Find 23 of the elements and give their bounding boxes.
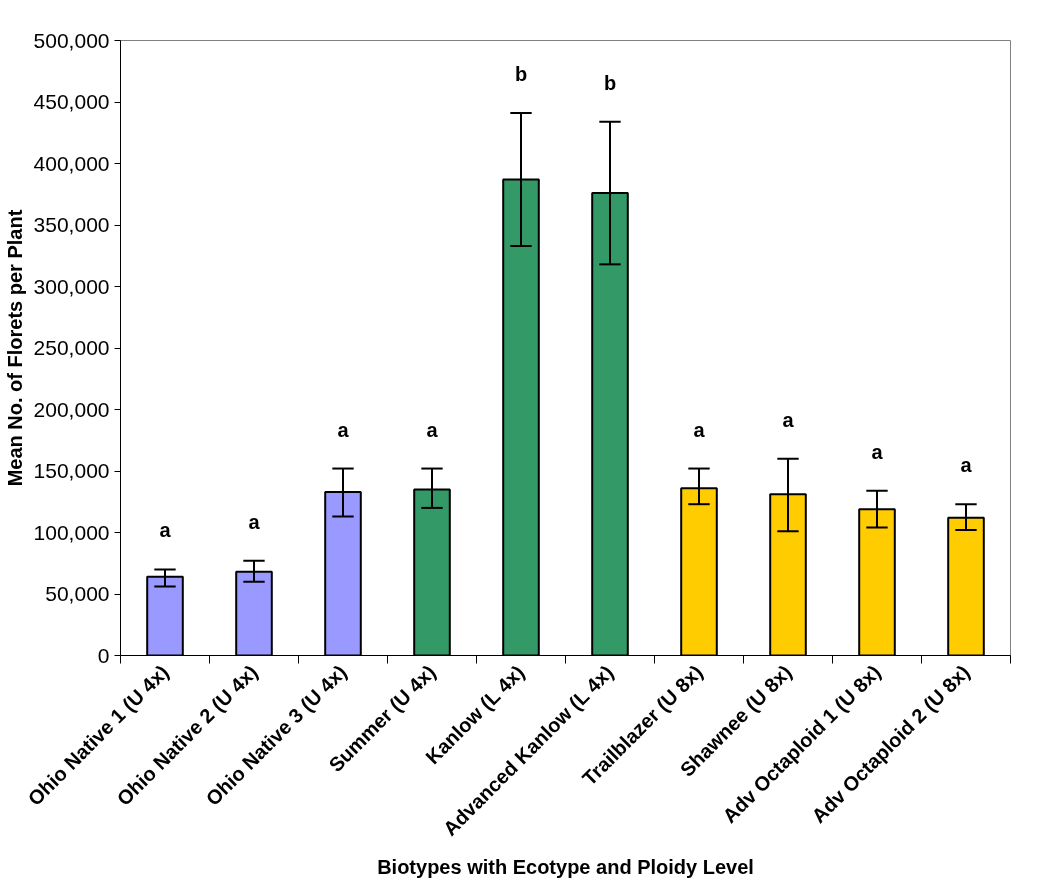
y-axis-title: Mean No. of Florets per Plant: [3, 209, 26, 487]
y-tick-label: 300,000: [33, 274, 110, 298]
annotation: a: [159, 519, 172, 542]
annotation: b: [514, 63, 528, 86]
annotation: a: [248, 510, 261, 533]
annotation: a: [337, 418, 350, 441]
y-tick-label: 500,000: [33, 28, 110, 52]
y-tick-label: 0: [97, 643, 110, 667]
annotation: b: [603, 71, 617, 94]
annotation: a: [960, 454, 973, 477]
annotation: a: [871, 440, 884, 463]
y-tick-label: 250,000: [33, 336, 110, 359]
annotation: a: [782, 408, 795, 431]
y-tick-label: 100,000: [33, 520, 110, 544]
annotation: a: [693, 418, 706, 441]
y-tick-label: 200,000: [33, 397, 110, 421]
y-tick-label: 50,000: [45, 582, 110, 605]
y-tick-label: 350,000: [33, 213, 110, 236]
y-tick-label: 450,000: [33, 90, 110, 113]
annotation: a: [426, 418, 439, 441]
x-axis-title: Biotypes with Ecotype and Ploidy Level: [377, 855, 754, 878]
y-tick-label: 400,000: [33, 151, 110, 175]
y-tick-label: 150,000: [33, 459, 110, 482]
